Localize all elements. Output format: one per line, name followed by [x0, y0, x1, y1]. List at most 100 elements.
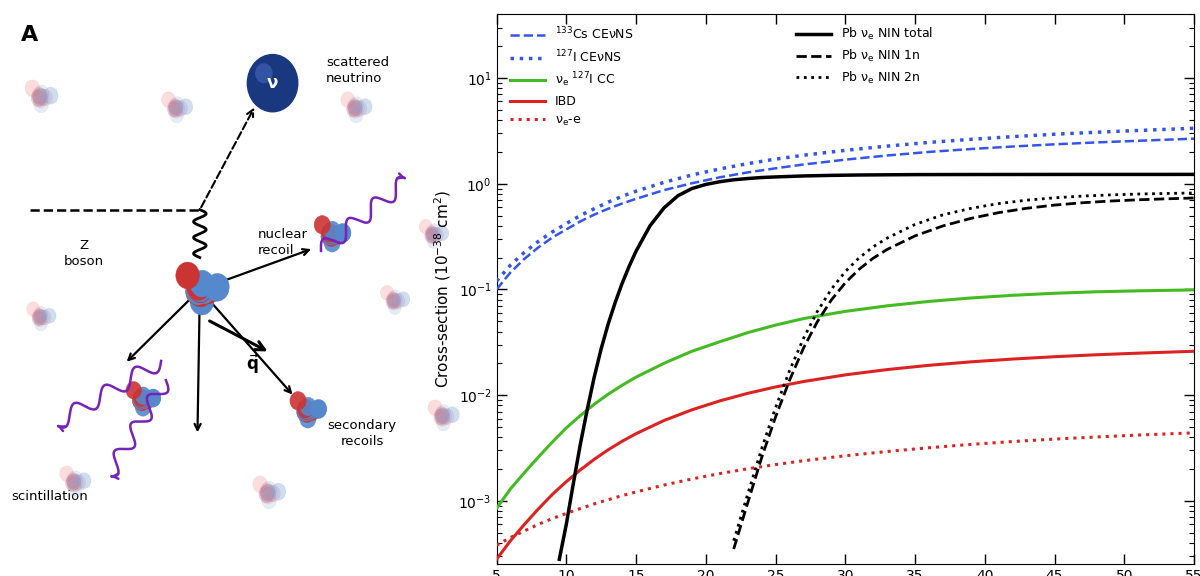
Circle shape — [388, 295, 401, 310]
Circle shape — [167, 101, 181, 117]
Circle shape — [386, 291, 400, 306]
Circle shape — [247, 55, 298, 112]
Text: Z
boson: Z boson — [64, 239, 103, 268]
Circle shape — [437, 415, 450, 431]
Circle shape — [66, 475, 79, 491]
Circle shape — [188, 275, 212, 302]
Circle shape — [436, 411, 450, 426]
Circle shape — [320, 227, 337, 245]
Circle shape — [133, 389, 149, 407]
Circle shape — [187, 274, 210, 300]
Circle shape — [186, 278, 209, 305]
Circle shape — [26, 302, 40, 317]
Circle shape — [31, 87, 47, 104]
Circle shape — [311, 399, 326, 418]
Circle shape — [136, 387, 151, 404]
Circle shape — [36, 310, 49, 325]
Circle shape — [172, 101, 185, 116]
Circle shape — [298, 399, 313, 418]
Circle shape — [349, 107, 364, 123]
Circle shape — [348, 100, 362, 116]
Circle shape — [426, 227, 439, 242]
Circle shape — [70, 475, 83, 490]
Circle shape — [190, 288, 214, 315]
Circle shape — [431, 228, 444, 242]
Circle shape — [38, 89, 53, 106]
Circle shape — [179, 99, 193, 115]
Legend: Pb $\nu_e$ NIN total, Pb $\nu_e$ NIN 1n, Pb $\nu_e$ NIN 2n: Pb $\nu_e$ NIN total, Pb $\nu_e$ NIN 1n,… — [796, 26, 932, 86]
Circle shape — [192, 277, 216, 304]
Circle shape — [32, 311, 46, 325]
Circle shape — [350, 101, 365, 116]
Circle shape — [300, 410, 316, 428]
Circle shape — [386, 294, 398, 309]
Circle shape — [299, 401, 314, 420]
Circle shape — [388, 293, 401, 307]
Circle shape — [188, 276, 212, 303]
Circle shape — [304, 402, 320, 420]
Circle shape — [426, 227, 439, 242]
Circle shape — [397, 291, 410, 306]
Circle shape — [349, 97, 364, 112]
Circle shape — [438, 408, 451, 425]
Circle shape — [66, 475, 79, 491]
Circle shape — [32, 310, 46, 325]
Circle shape — [358, 99, 372, 115]
Circle shape — [434, 409, 448, 425]
Circle shape — [348, 100, 362, 115]
Circle shape — [179, 98, 193, 114]
Circle shape — [205, 274, 229, 300]
Circle shape — [134, 391, 150, 408]
Text: B: B — [451, 0, 468, 3]
Circle shape — [170, 107, 184, 123]
Circle shape — [34, 312, 47, 327]
Circle shape — [139, 391, 155, 409]
Circle shape — [427, 234, 440, 248]
Text: nuclear
recoil: nuclear recoil — [258, 228, 308, 257]
Circle shape — [436, 226, 449, 241]
Circle shape — [137, 391, 152, 409]
Circle shape — [169, 100, 182, 116]
Circle shape — [322, 226, 337, 245]
Circle shape — [43, 308, 56, 323]
Circle shape — [259, 483, 275, 500]
Circle shape — [191, 270, 214, 297]
Circle shape — [427, 224, 440, 238]
Circle shape — [323, 225, 340, 243]
Circle shape — [324, 234, 341, 252]
Circle shape — [67, 473, 82, 489]
Circle shape — [428, 228, 442, 242]
Circle shape — [134, 393, 150, 411]
Circle shape — [428, 400, 442, 416]
Circle shape — [347, 101, 360, 117]
Circle shape — [434, 407, 449, 422]
Circle shape — [347, 98, 361, 114]
Circle shape — [323, 228, 340, 247]
Circle shape — [170, 97, 184, 112]
Circle shape — [77, 473, 91, 489]
Circle shape — [290, 392, 306, 410]
Circle shape — [133, 392, 148, 410]
Circle shape — [67, 474, 82, 490]
Circle shape — [436, 407, 450, 423]
Circle shape — [34, 96, 48, 113]
Text: $\vec{q}$: $\vec{q}$ — [246, 353, 259, 376]
Circle shape — [60, 466, 73, 482]
Circle shape — [299, 401, 314, 420]
Circle shape — [335, 223, 350, 242]
Circle shape — [323, 225, 338, 244]
Circle shape — [347, 101, 361, 117]
Circle shape — [341, 92, 355, 108]
Circle shape — [348, 100, 362, 116]
Circle shape — [126, 381, 142, 399]
Circle shape — [188, 276, 211, 303]
Circle shape — [300, 397, 316, 416]
Circle shape — [34, 309, 47, 324]
Circle shape — [253, 476, 268, 492]
Circle shape — [68, 481, 82, 497]
Circle shape — [35, 89, 50, 106]
Circle shape — [419, 219, 432, 234]
Circle shape — [35, 316, 48, 331]
Circle shape — [197, 277, 220, 304]
Circle shape — [271, 483, 286, 499]
